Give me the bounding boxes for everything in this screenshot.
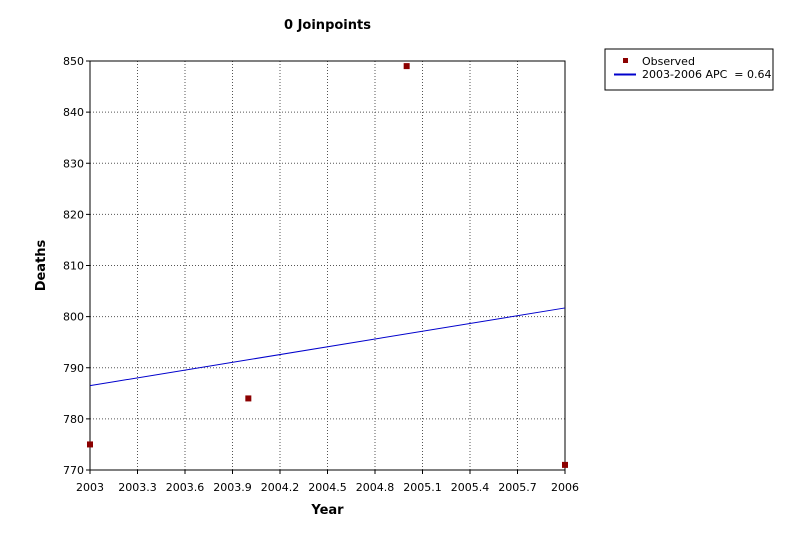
x-tick-label: 2005.1 bbox=[403, 481, 442, 494]
legend-box bbox=[604, 48, 774, 91]
y-tick-label: 830 bbox=[63, 157, 84, 170]
y-tick-label: 770 bbox=[63, 464, 84, 477]
y-tick-label: 850 bbox=[63, 55, 84, 68]
x-tick-label: 2003.6 bbox=[166, 481, 205, 494]
chart-title: 0 Joinpoints bbox=[284, 18, 371, 33]
legend-label-apc: 2003-2006 APC = 0.64 bbox=[642, 68, 772, 81]
y-tick-label: 840 bbox=[63, 106, 84, 119]
x-tick-label: 2004.8 bbox=[356, 481, 395, 494]
y-axis-title: Deaths bbox=[34, 239, 49, 291]
y-tick-label: 790 bbox=[63, 362, 84, 375]
y-tick-label: 820 bbox=[63, 208, 84, 221]
legend-label-observed: Observed bbox=[642, 55, 695, 68]
x-axis: 2003 2003.3 2003.6 2003.9 2004.2 2004.5 2004.8… bbox=[76, 470, 579, 494]
x-tick-label: 2004.2 bbox=[261, 481, 300, 494]
observed-point bbox=[403, 63, 410, 70]
x-tick-label: 2003.9 bbox=[213, 481, 252, 494]
y-axis: 770 780 790 800 810 820 830 840 850 bbox=[63, 55, 90, 477]
observed-point bbox=[562, 461, 568, 468]
y-tick-label: 780 bbox=[63, 413, 84, 426]
gridlines bbox=[90, 61, 565, 470]
x-tick-label: 2006 bbox=[551, 481, 579, 494]
series-layer bbox=[87, 63, 568, 468]
legend-observed-marker-icon bbox=[623, 58, 628, 63]
y-tick-label: 810 bbox=[63, 260, 84, 273]
y-tick-label: 800 bbox=[63, 311, 84, 324]
x-axis-title: Year bbox=[310, 503, 344, 518]
x-tick-label: 2003 bbox=[76, 481, 104, 494]
x-tick-label: 2005.4 bbox=[451, 481, 490, 494]
apc-trend-line bbox=[89, 307, 566, 387]
x-tick-label: 2005.7 bbox=[498, 481, 537, 494]
x-tick-label: 2003.3 bbox=[118, 481, 157, 494]
observed-point bbox=[245, 395, 252, 402]
x-tick-label: 2004.5 bbox=[308, 481, 347, 494]
observed-point bbox=[87, 441, 93, 448]
legend: Observed 2003-2006 APC = 0.64 bbox=[604, 48, 774, 91]
